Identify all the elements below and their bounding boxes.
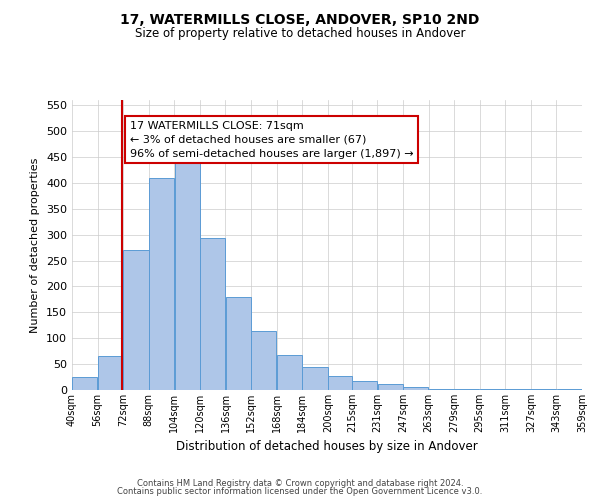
Text: Contains HM Land Registry data © Crown copyright and database right 2024.: Contains HM Land Registry data © Crown c… [137, 478, 463, 488]
Bar [302, 367, 328, 390]
Bar [429, 389, 454, 390]
Bar [454, 389, 479, 390]
Text: 17, WATERMILLS CLOSE, ANDOVER, SP10 2ND: 17, WATERMILLS CLOSE, ANDOVER, SP10 2ND [121, 12, 479, 26]
Bar [98, 356, 123, 390]
Bar [251, 332, 277, 390]
Bar [200, 238, 225, 390]
Bar [72, 377, 97, 390]
Bar [328, 376, 352, 390]
Text: Contains public sector information licensed under the Open Government Licence v3: Contains public sector information licen… [118, 487, 482, 496]
Bar [352, 380, 377, 390]
Bar [149, 178, 174, 390]
Bar [277, 356, 302, 390]
Bar [124, 250, 149, 390]
X-axis label: Distribution of detached houses by size in Andover: Distribution of detached houses by size … [176, 440, 478, 454]
Y-axis label: Number of detached properties: Number of detached properties [31, 158, 40, 332]
Text: Size of property relative to detached houses in Andover: Size of property relative to detached ho… [135, 28, 465, 40]
Bar [403, 388, 428, 390]
Bar [377, 384, 403, 390]
Bar [226, 297, 251, 390]
Bar [175, 154, 200, 390]
Text: 17 WATERMILLS CLOSE: 71sqm
← 3% of detached houses are smaller (67)
96% of semi-: 17 WATERMILLS CLOSE: 71sqm ← 3% of detac… [130, 120, 413, 158]
